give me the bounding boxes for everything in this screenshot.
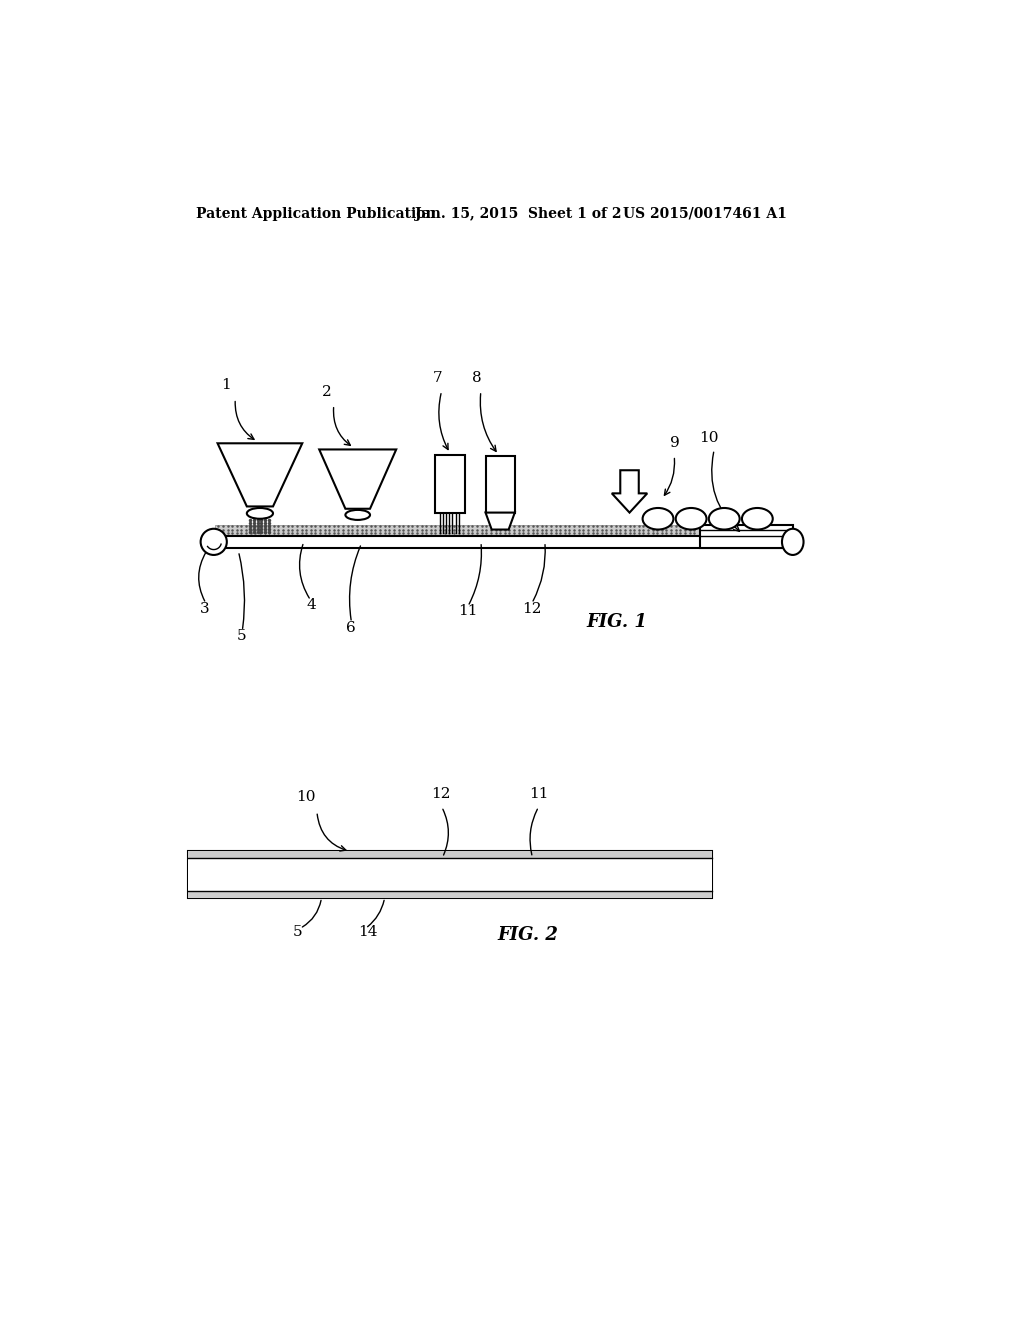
Text: 8: 8 <box>472 371 482 384</box>
Text: 12: 12 <box>431 787 451 800</box>
Circle shape <box>201 529 226 554</box>
Text: 5: 5 <box>237 628 247 643</box>
Ellipse shape <box>709 508 739 529</box>
Bar <box>435 455 465 512</box>
Text: 3: 3 <box>200 602 210 615</box>
Ellipse shape <box>742 508 773 529</box>
Bar <box>188 851 712 858</box>
Text: 12: 12 <box>521 602 542 615</box>
Ellipse shape <box>782 529 804 554</box>
Bar <box>485 457 515 512</box>
Text: Jan. 15, 2015  Sheet 1 of 2: Jan. 15, 2015 Sheet 1 of 2 <box>416 207 622 220</box>
Bar <box>700 525 793 548</box>
Bar <box>214 536 793 548</box>
Ellipse shape <box>345 510 370 520</box>
Bar <box>188 891 712 898</box>
Text: 11: 11 <box>459 605 478 618</box>
Polygon shape <box>217 444 302 507</box>
Text: 10: 10 <box>698 430 718 445</box>
Bar <box>188 858 712 891</box>
Bar <box>188 851 712 898</box>
Text: 14: 14 <box>357 925 377 939</box>
Text: 5: 5 <box>292 925 302 939</box>
Bar <box>215 525 700 536</box>
Text: FIG. 2: FIG. 2 <box>497 925 558 944</box>
Text: 6: 6 <box>346 620 356 635</box>
Ellipse shape <box>676 508 707 529</box>
Polygon shape <box>611 470 647 512</box>
Text: FIG. 1: FIG. 1 <box>587 612 647 631</box>
Polygon shape <box>485 512 515 529</box>
Text: 7: 7 <box>433 371 442 384</box>
Polygon shape <box>319 449 396 508</box>
Text: 10: 10 <box>296 791 315 804</box>
Text: 2: 2 <box>322 384 332 399</box>
Text: 11: 11 <box>529 787 549 800</box>
Text: 1: 1 <box>221 379 231 392</box>
Text: Patent Application Publication: Patent Application Publication <box>196 207 435 220</box>
Text: 4: 4 <box>306 598 315 612</box>
Ellipse shape <box>247 508 273 519</box>
Ellipse shape <box>643 508 674 529</box>
Text: 9: 9 <box>670 436 679 450</box>
Text: US 2015/0017461 A1: US 2015/0017461 A1 <box>624 207 787 220</box>
